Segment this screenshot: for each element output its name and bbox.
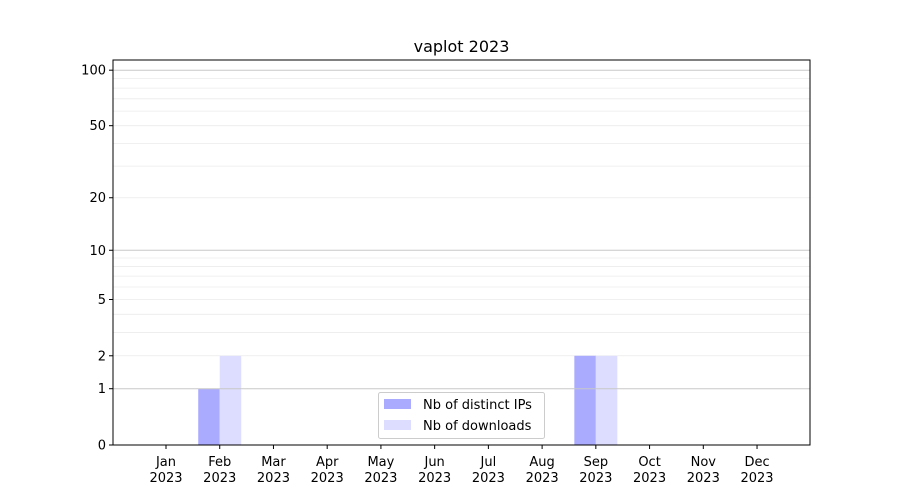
plot-frame — [112, 59, 811, 446]
x-tick-label: 2023 — [633, 471, 666, 486]
x-tick-label: Jul — [480, 455, 497, 470]
x-tick-label: Nov — [691, 455, 717, 470]
bar-downloads — [595, 355, 618, 445]
chart-title: vaplot 2023 — [414, 37, 510, 56]
legend-label-ips: Nb of distinct IPs — [423, 398, 532, 413]
x-tick-label: Mar — [261, 455, 286, 470]
legend-label-downloads: Nb of downloads — [423, 419, 532, 434]
x-tick-label: May — [367, 455, 394, 470]
x-tick-label: Oct — [638, 455, 660, 470]
legend-frame — [378, 392, 545, 439]
x-tick-label: 2023 — [149, 471, 182, 486]
y-tick-label: 0 — [98, 439, 106, 454]
x-tick-label: 2023 — [740, 471, 773, 486]
y-tick-label: 2 — [98, 349, 106, 364]
y-tick-label: 5 — [98, 293, 106, 308]
x-tick-label: Feb — [208, 455, 231, 470]
x-tick-label: 2023 — [203, 471, 236, 486]
bar-ips — [198, 388, 220, 445]
x-tick-label: 2023 — [526, 471, 559, 486]
legend-swatch-ips — [384, 399, 411, 409]
y-tick-label: 1 — [98, 382, 106, 397]
y-tick-label: 20 — [89, 191, 106, 206]
x-tick-label: 2023 — [687, 471, 720, 486]
x-tick-label: Jan — [155, 455, 176, 470]
x-tick-label: 2023 — [257, 471, 290, 486]
x-tick-label: Aug — [529, 455, 554, 470]
x-tick-label: Apr — [316, 455, 339, 470]
y-tick-label: 100 — [81, 64, 106, 79]
bar-downloads — [219, 355, 242, 445]
y-tick-label: 50 — [89, 119, 106, 134]
x-tick-label: Jun — [423, 455, 444, 470]
x-tick-label: 2023 — [472, 471, 505, 486]
legend: Nb of distinct IPs Nb of downloads — [378, 392, 545, 439]
x-tick-label: Dec — [744, 455, 769, 470]
bar-ips — [574, 355, 596, 445]
x-tick-label: 2023 — [418, 471, 451, 486]
x-tick-label: 2023 — [311, 471, 344, 486]
x-tick-label: 2023 — [579, 471, 612, 486]
x-tick-label: 2023 — [364, 471, 397, 486]
x-tick-label: Sep — [584, 455, 609, 470]
legend-swatch-downloads — [384, 420, 411, 430]
y-tick-label: 10 — [89, 244, 106, 259]
